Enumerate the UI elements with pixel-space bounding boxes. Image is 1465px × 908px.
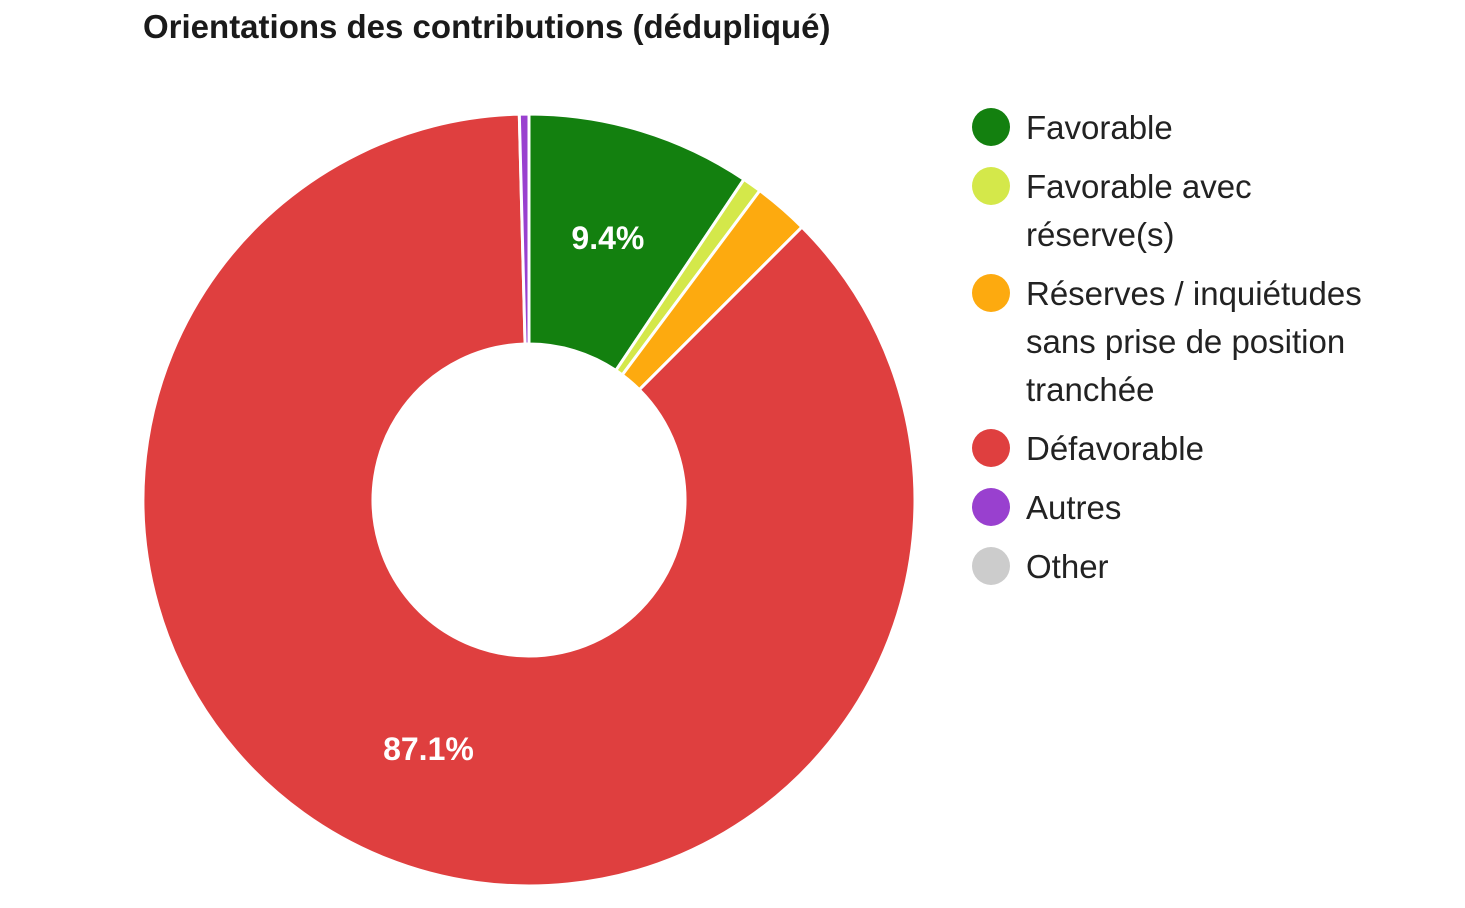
legend-item[interactable]: Défavorable	[972, 425, 1412, 473]
legend-swatch	[972, 167, 1010, 205]
slice-label: 9.4%	[571, 220, 644, 256]
legend-item[interactable]: Favorable avec réserve(s)	[972, 163, 1412, 259]
legend-label: Réserves / inquiétudes sans prise de pos…	[1026, 275, 1362, 408]
legend-item[interactable]: Other	[972, 543, 1412, 591]
legend: Favorable Favorable avec réserve(s) Réserv…	[972, 104, 1412, 602]
legend-swatch	[972, 274, 1010, 312]
legend-item[interactable]: Autres	[972, 484, 1412, 532]
legend-swatch	[972, 108, 1010, 146]
donut-slices	[141, 112, 917, 888]
slice-label: 87.1%	[383, 731, 474, 767]
chart-title: Orientations des contributions (dédupliq…	[143, 8, 831, 45]
legend-swatch	[972, 488, 1010, 526]
legend-item[interactable]: Réserves / inquiétudes sans prise de pos…	[972, 270, 1412, 414]
legend-label: Favorable	[1026, 109, 1173, 146]
legend-item[interactable]: Favorable	[972, 104, 1412, 152]
slice-autres[interactable]	[517, 112, 531, 346]
legend-swatch	[972, 547, 1010, 585]
legend-label: Favorable avec réserve(s)	[1026, 168, 1252, 253]
legend-label: Autres	[1026, 489, 1122, 526]
legend-label: Other	[1026, 548, 1109, 585]
slice-d-favorable[interactable]	[141, 112, 917, 888]
slice-favorable[interactable]	[527, 112, 747, 373]
legend-label: Défavorable	[1026, 430, 1204, 467]
legend-swatch	[972, 429, 1010, 467]
slice-labels: 9.4% 87.1%	[383, 220, 644, 767]
